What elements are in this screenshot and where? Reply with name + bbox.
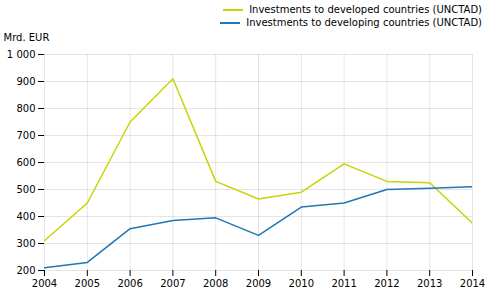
svg-text:2004: 2004 xyxy=(32,278,57,289)
svg-text:900: 900 xyxy=(16,76,35,87)
svg-text:2005: 2005 xyxy=(75,278,100,289)
svg-text:2014: 2014 xyxy=(460,278,485,289)
html-text:Investments to developing coun: Investments to developing countries (UNC… xyxy=(246,17,482,28)
svg-text:400: 400 xyxy=(16,211,35,222)
html-text:Investments to developed count: Investments to developed countries (UNCT… xyxy=(249,4,482,15)
svg-text:700: 700 xyxy=(16,130,35,141)
svg-text:500: 500 xyxy=(16,184,35,195)
svg-text:800: 800 xyxy=(16,103,35,114)
svg-text:2009: 2009 xyxy=(246,278,271,289)
svg-text:Mrd. EUR: Mrd. EUR xyxy=(4,32,50,43)
svg-text:2013: 2013 xyxy=(417,278,442,289)
svg-text:2008: 2008 xyxy=(203,278,228,289)
svg-text:300: 300 xyxy=(16,238,35,249)
svg-text:2010: 2010 xyxy=(289,278,314,289)
svg-text:200: 200 xyxy=(16,265,35,276)
svg-text:600: 600 xyxy=(16,157,35,168)
svg-text:2007: 2007 xyxy=(160,278,185,289)
svg-text:1 000: 1 000 xyxy=(7,49,36,60)
svg-text:2006: 2006 xyxy=(117,278,142,289)
svg-text:2011: 2011 xyxy=(331,278,356,289)
svg-text:2012: 2012 xyxy=(374,278,399,289)
